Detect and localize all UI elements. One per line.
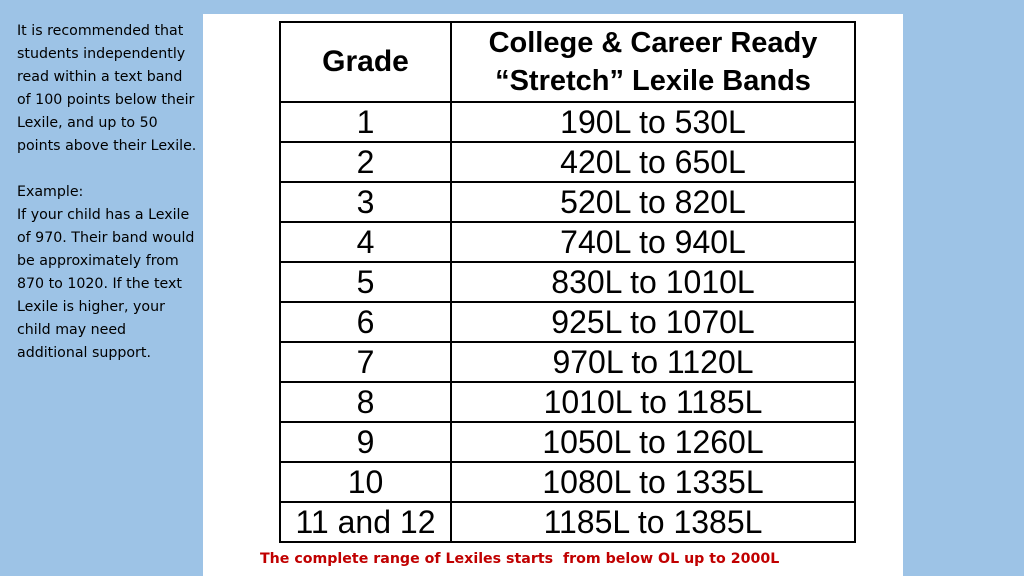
table-row: 9 1050L to 1260L <box>279 421 856 463</box>
grade-cell: 3 <box>279 181 452 223</box>
content-panel: Grade College & Career Ready “Stretch” L… <box>203 14 903 576</box>
lexile-band-cell: 970L to 1120L <box>450 341 856 383</box>
grade-cell: 7 <box>279 341 452 383</box>
grade-column-header: Grade <box>279 21 452 103</box>
table-row: 2 420L to 650L <box>279 141 856 183</box>
example-label: Example: <box>17 184 84 200</box>
grade-cell: 11 and 12 <box>279 501 452 543</box>
table-row: 8 1010L to 1185L <box>279 381 856 423</box>
lexile-band-cell: 420L to 650L <box>450 141 856 183</box>
lexile-band-cell: 925L to 1070L <box>450 301 856 343</box>
lexile-band-cell: 1080L to 1335L <box>450 461 856 503</box>
table-row: 6 925L to 1070L <box>279 301 856 343</box>
grade-cell: 2 <box>279 141 452 183</box>
grade-cell: 8 <box>279 381 452 423</box>
table-row: 11 and 12 1185L to 1385L <box>279 501 856 543</box>
grade-cell: 1 <box>279 101 452 143</box>
sidebar-note: It is recommended that students independ… <box>17 20 199 365</box>
band-header-line-2: “Stretch” Lexile Bands <box>495 65 811 97</box>
table-row: 5 830L to 1010L <box>279 261 856 303</box>
grade-cell: 5 <box>279 261 452 303</box>
lexile-band-cell: 1010L to 1185L <box>450 381 856 423</box>
grade-cell: 9 <box>279 421 452 463</box>
grade-cell: 10 <box>279 461 452 503</box>
recommendation-text: It is recommended that students independ… <box>17 23 197 154</box>
band-header-line-1: College & Career Ready <box>488 27 818 59</box>
grade-cell: 6 <box>279 301 452 343</box>
table-row: 7 970L to 1120L <box>279 341 856 383</box>
example-text: If your child has a Lexile of 970. Their… <box>17 207 195 361</box>
lexile-band-cell: 830L to 1010L <box>450 261 856 303</box>
table-header-row: Grade College & Career Ready “Stretch” L… <box>279 21 856 103</box>
lexile-bands-table: Grade College & Career Ready “Stretch” L… <box>279 21 856 543</box>
table-row: 10 1080L to 1335L <box>279 461 856 503</box>
lexile-band-cell: 1050L to 1260L <box>450 421 856 463</box>
lexile-band-column-header: College & Career Ready “Stretch” Lexile … <box>450 21 856 103</box>
table-row: 3 520L to 820L <box>279 181 856 223</box>
lexile-band-cell: 740L to 940L <box>450 221 856 263</box>
lexile-band-cell: 190L to 530L <box>450 101 856 143</box>
lexile-band-cell: 520L to 820L <box>450 181 856 223</box>
lexile-range-note: The complete range of Lexiles starts fro… <box>260 551 780 567</box>
lexile-band-cell: 1185L to 1385L <box>450 501 856 543</box>
table-body: 1 190L to 530L 2 420L to 650L 3 520L to 820L 4… <box>279 101 856 543</box>
table-row: 4 740L to 940L <box>279 221 856 263</box>
grade-cell: 4 <box>279 221 452 263</box>
table-row: 1 190L to 530L <box>279 101 856 143</box>
